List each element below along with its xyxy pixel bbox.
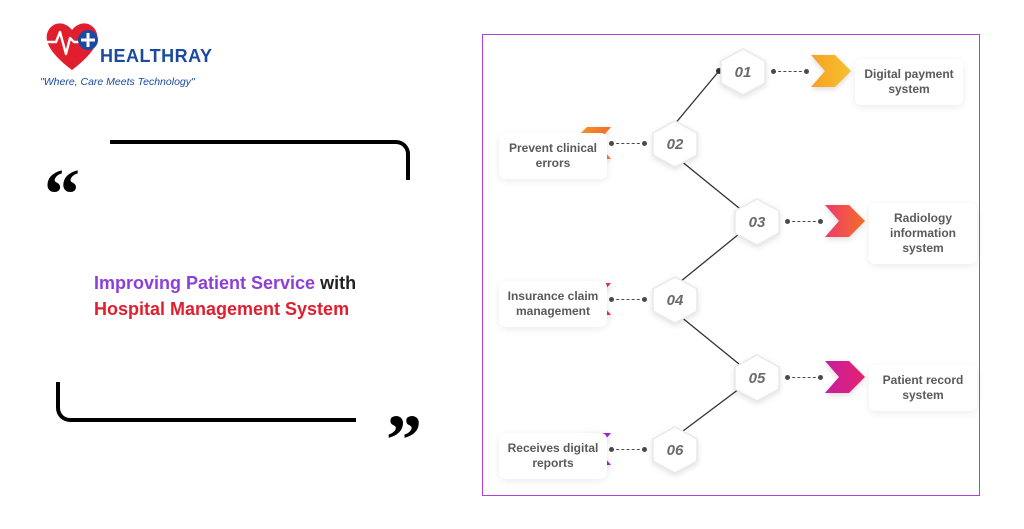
headline-part-3: Hospital Management System xyxy=(94,299,349,319)
step-label-04: Insurance claim management xyxy=(499,281,607,327)
headline-part-1: Improving Patient Service xyxy=(94,273,315,293)
step-badge-03: 03 xyxy=(729,197,785,247)
headline-part-2: with xyxy=(320,273,356,293)
step-label-03: Radiology information system xyxy=(869,203,977,264)
step-label-02: Prevent clinical errors xyxy=(499,133,607,179)
flowchart-panel: 01 Digital payment system 02 Prevent clinic… xyxy=(482,34,980,496)
connector-05 xyxy=(787,377,821,378)
heart-icon xyxy=(40,18,104,72)
step-number: 01 xyxy=(735,64,752,81)
step-number: 04 xyxy=(667,292,684,309)
step-number: 06 xyxy=(667,442,684,459)
step-label-05: Patient record system xyxy=(869,365,977,411)
step-badge-01: 01 xyxy=(715,47,771,97)
headline-block: “ Improving Patient Service with Hospita… xyxy=(48,140,418,440)
bracket-top xyxy=(110,140,410,180)
bracket-bottom xyxy=(56,382,356,422)
chevron-icon-03 xyxy=(823,201,867,241)
brand-tagline: "Where, Care Meets Technology" xyxy=(40,76,240,88)
connector-02 xyxy=(611,143,645,144)
close-quote-icon: ” xyxy=(386,422,422,458)
connector-01 xyxy=(773,71,807,72)
step-label-01: Digital payment system xyxy=(855,59,963,105)
connector-04 xyxy=(611,299,645,300)
step-badge-04: 04 xyxy=(647,275,703,325)
step-number: 02 xyxy=(667,136,684,153)
chevron-icon-01 xyxy=(809,51,853,91)
open-quote-icon: “ xyxy=(44,176,80,212)
step-badge-05: 05 xyxy=(729,353,785,403)
brand-logo: HEALTHRAY "Where, Care Meets Technology" xyxy=(40,18,240,88)
headline-text: Improving Patient Service with Hospital … xyxy=(94,270,394,322)
step-number: 03 xyxy=(749,214,766,231)
connector-06 xyxy=(611,449,645,450)
brand-wordmark: HEALTHRAY xyxy=(100,46,213,67)
chevron-icon-05 xyxy=(823,357,867,397)
page: HEALTHRAY "Where, Care Meets Technology"… xyxy=(0,0,1024,529)
step-number: 05 xyxy=(749,370,766,387)
step-label-06: Receives digital reports xyxy=(499,433,607,479)
connector-03 xyxy=(787,221,821,222)
step-badge-02: 02 xyxy=(647,119,703,169)
step-badge-06: 06 xyxy=(647,425,703,475)
